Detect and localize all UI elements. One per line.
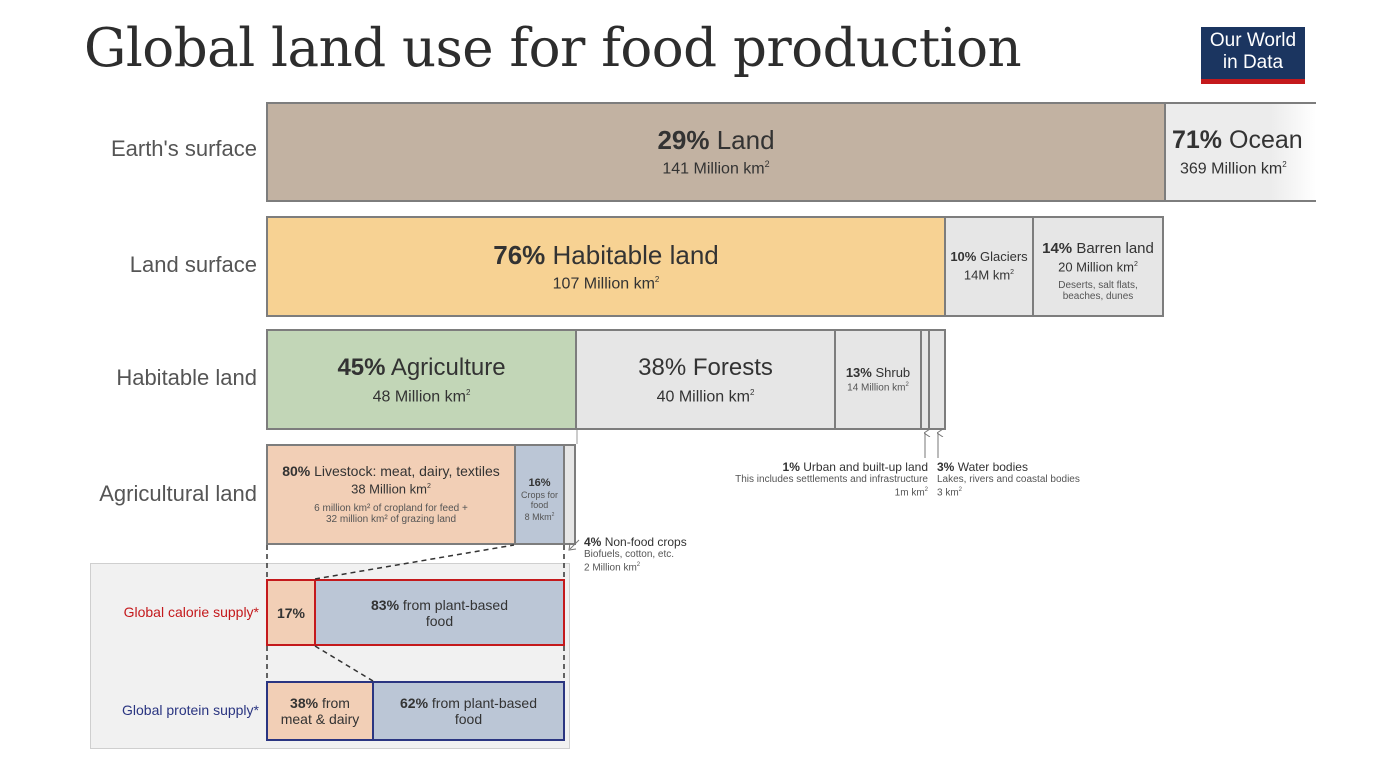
habitable-area: 107 Million km bbox=[552, 275, 655, 293]
nonfood-area: 2 Million km bbox=[584, 562, 637, 574]
bar-calorie-animal: 17% bbox=[266, 579, 316, 646]
forests-text: 38% Forests bbox=[638, 353, 773, 381]
livestock-note-1: 6 million km² of cropland for feed + bbox=[314, 502, 468, 514]
bar-nonfood-crops bbox=[563, 444, 576, 545]
bar-habitable-land: 76% Habitable land 107 Million km2 bbox=[266, 216, 946, 317]
row-label-calorie: Global calorie supply* bbox=[123, 604, 259, 620]
bar-glaciers: 10% Glaciers 14M km2 bbox=[944, 216, 1034, 317]
crops-area: 8 Mkm bbox=[524, 512, 552, 522]
protein-animal-line-2: meat & dairy bbox=[280, 711, 360, 727]
bar-land: 29% Land 141 Million km2 bbox=[266, 102, 1166, 202]
bar-water bbox=[928, 329, 946, 430]
barren-note-1: Deserts, salt flats, bbox=[1058, 280, 1138, 292]
calorie-plant-line-1: from plant-based bbox=[402, 596, 508, 613]
bar-barren-land: 14% Barren land 20 Million km2 Deserts, … bbox=[1032, 216, 1164, 317]
barren-pct: 14% bbox=[1042, 239, 1073, 257]
calorie-animal: 17% bbox=[276, 604, 306, 621]
bar-protein-plant: 62% from plant-based food bbox=[372, 681, 565, 741]
row-label-earth: Earth's surface bbox=[110, 136, 257, 161]
row-label-protein: Global protein supply* bbox=[122, 702, 259, 718]
shrub-label: Shrub bbox=[875, 364, 911, 380]
bar-protein-animal: 38% from meat & dairy bbox=[266, 681, 374, 741]
agri-pct: 45% bbox=[337, 353, 386, 381]
urban-note-text: This includes settlements and infrastruc… bbox=[735, 474, 928, 485]
glaciers-pct: 10% bbox=[950, 249, 977, 265]
agri-area: 48 Million km bbox=[372, 388, 466, 406]
urban-pct: 1% bbox=[782, 460, 800, 474]
livestock-note-2: 32 million km² of grazing land bbox=[325, 513, 457, 525]
ocean-pct: 71% bbox=[1172, 126, 1223, 155]
glaciers-area: 14M km bbox=[963, 267, 1011, 283]
logo-line-2: in Data bbox=[1222, 52, 1284, 73]
shrub-pct: 13% bbox=[845, 364, 872, 380]
protein-animal-pct: 38% bbox=[290, 695, 319, 711]
crops-line-2: food bbox=[530, 500, 549, 510]
livestock-label: Livestock: meat, dairy, textiles bbox=[314, 463, 500, 480]
protein-plant-line-1: from plant-based bbox=[431, 695, 537, 711]
barren-label: Barren land bbox=[1076, 239, 1154, 257]
habitable-label: Habitable land bbox=[552, 239, 719, 270]
nonfood-note-text: Biofuels, cotton, etc. bbox=[584, 549, 675, 560]
nonfood-label: Non-food crops bbox=[604, 535, 687, 549]
glaciers-label: Glaciers bbox=[979, 249, 1028, 265]
calorie-plant-line-2: food bbox=[425, 612, 454, 629]
water-note: 3% Water bodies Lakes, rivers and coasta… bbox=[937, 460, 1080, 499]
urban-label: Urban and built-up land bbox=[803, 460, 928, 474]
nonfood-note: 4% Non-food crops Biofuels, cotton, etc.… bbox=[584, 535, 687, 574]
row-label-habitable: Habitable land bbox=[116, 365, 257, 390]
livestock-area: 38 Million km bbox=[351, 481, 427, 497]
agri-label: Agriculture bbox=[390, 353, 506, 381]
urban-note: 1% Urban and built-up land This includes… bbox=[735, 460, 928, 499]
calorie-plant-pct: 83% bbox=[371, 596, 400, 613]
bar-calorie-plant: 83% from plant-based food bbox=[314, 579, 565, 646]
bar-forests: 38% Forests 40 Million km2 bbox=[575, 329, 836, 430]
protein-plant-line-2: food bbox=[454, 711, 483, 727]
bar-ocean: 71% Ocean 369 Million km2 bbox=[1164, 102, 1316, 202]
row-label-land: Land surface bbox=[129, 252, 257, 277]
protein-animal-line-1: from bbox=[321, 695, 350, 711]
crops-line-1: Crops for bbox=[520, 490, 558, 500]
livestock-pct: 80% bbox=[282, 463, 311, 480]
nonfood-pct: 4% bbox=[584, 535, 602, 549]
barren-note-2: beaches, dunes bbox=[1062, 291, 1134, 303]
owid-logo[interactable]: Our World in Data bbox=[1201, 27, 1305, 84]
land-label: Land bbox=[716, 125, 775, 156]
land-area: 141 Million km bbox=[662, 160, 765, 178]
water-note-text: Lakes, rivers and coastal bodies bbox=[937, 474, 1080, 485]
water-area: 3 km bbox=[937, 487, 959, 499]
bar-livestock: 80% Livestock: meat, dairy, textiles 38 … bbox=[266, 444, 516, 545]
bar-agriculture: 45% Agriculture 48 Million km2 bbox=[266, 329, 577, 430]
crops-pct: 16% bbox=[528, 477, 551, 489]
logo-line-1: Our World bbox=[1209, 30, 1297, 51]
ocean-area: 369 Million km bbox=[1180, 160, 1283, 178]
ocean-label: Ocean bbox=[1229, 126, 1303, 155]
row-label-agricultural: Agricultural land bbox=[99, 481, 257, 506]
forests-area: 40 Million km bbox=[656, 388, 750, 406]
urban-area: 1m km bbox=[894, 487, 925, 499]
barren-area: 20 Million km bbox=[1058, 259, 1134, 275]
shrub-area: 14 Million km bbox=[847, 382, 906, 394]
water-pct: 3% bbox=[937, 460, 955, 474]
water-label: Water bodies bbox=[957, 460, 1028, 474]
habitable-pct: 76% bbox=[493, 239, 546, 270]
bar-shrub: 13% Shrub 14 Million km2 bbox=[834, 329, 922, 430]
land-pct: 29% bbox=[657, 125, 710, 156]
page-title: Global land use for food production bbox=[84, 18, 1022, 79]
protein-plant-pct: 62% bbox=[400, 695, 429, 711]
bar-crops-food: 16% Crops for food 8 Mkm2 bbox=[514, 444, 565, 545]
